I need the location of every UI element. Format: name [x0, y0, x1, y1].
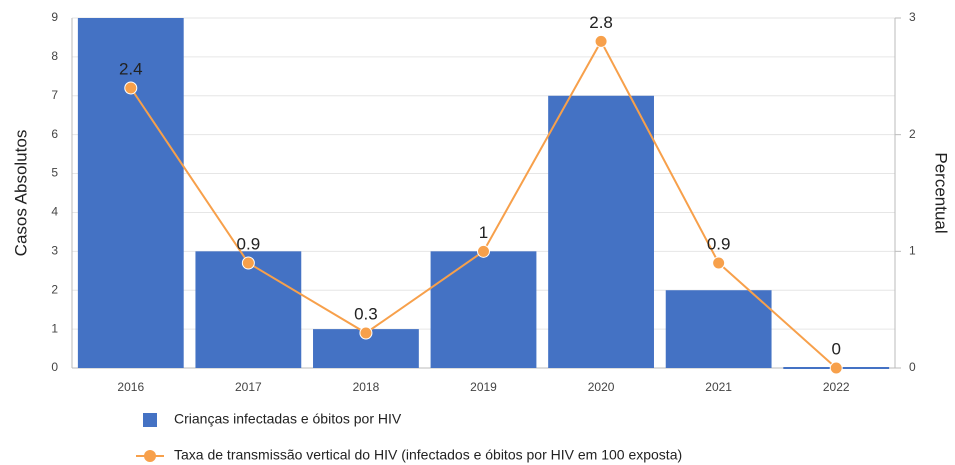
y2-tick-label: 2 [909, 127, 916, 141]
y-tick-label: 0 [51, 360, 58, 374]
line-point [829, 361, 843, 375]
x-tick-label: 2017 [235, 380, 262, 394]
y-axis-label: Casos Absolutos [11, 130, 30, 257]
line-point [124, 81, 138, 95]
x-tick-label: 2018 [353, 380, 380, 394]
y-tick-label: 2 [51, 282, 58, 296]
bar [548, 95, 654, 369]
x-tick-label: 2022 [823, 380, 850, 394]
data-label: 0.3 [354, 304, 378, 323]
line-point [241, 256, 255, 270]
y-tick-label: 1 [51, 321, 58, 335]
data-label: 0.9 [707, 234, 731, 253]
data-label: 2.8 [589, 13, 613, 32]
y2-tick-label: 3 [909, 10, 916, 24]
y-tick-label: 5 [51, 166, 58, 180]
x-tick-label: 2016 [117, 380, 144, 394]
x-tick-label: 2020 [588, 380, 615, 394]
line-point [359, 326, 373, 340]
y-tick-label: 4 [51, 205, 58, 219]
legend-label: Taxa de transmissão vertical do HIV (inf… [174, 447, 682, 463]
y2-tick-label: 0 [909, 360, 916, 374]
y-tick-label: 6 [51, 127, 58, 141]
bar [665, 290, 772, 368]
legend-swatch [144, 450, 156, 462]
y-tick-label: 3 [51, 244, 58, 258]
y-tick-label: 9 [51, 10, 58, 24]
data-label: 0.9 [237, 234, 261, 253]
bar [195, 251, 302, 368]
data-label: 1 [479, 223, 488, 242]
legend-swatch [143, 413, 157, 427]
data-label: 2.4 [119, 59, 143, 78]
y2-axis-label: Percentual [932, 152, 951, 233]
bar [430, 251, 537, 368]
y2-tick-label: 1 [909, 244, 916, 258]
bar [77, 18, 184, 368]
x-tick-label: 2019 [470, 380, 497, 394]
line-point [594, 34, 608, 48]
legend-label: Crianças infectadas e óbitos por HIV [174, 411, 402, 427]
y-tick-label: 7 [51, 88, 58, 102]
y-tick-label: 8 [51, 49, 58, 63]
line-point [477, 244, 490, 258]
x-tick-label: 2021 [705, 380, 732, 394]
line-point [712, 256, 726, 270]
data-label: 0 [831, 339, 840, 358]
